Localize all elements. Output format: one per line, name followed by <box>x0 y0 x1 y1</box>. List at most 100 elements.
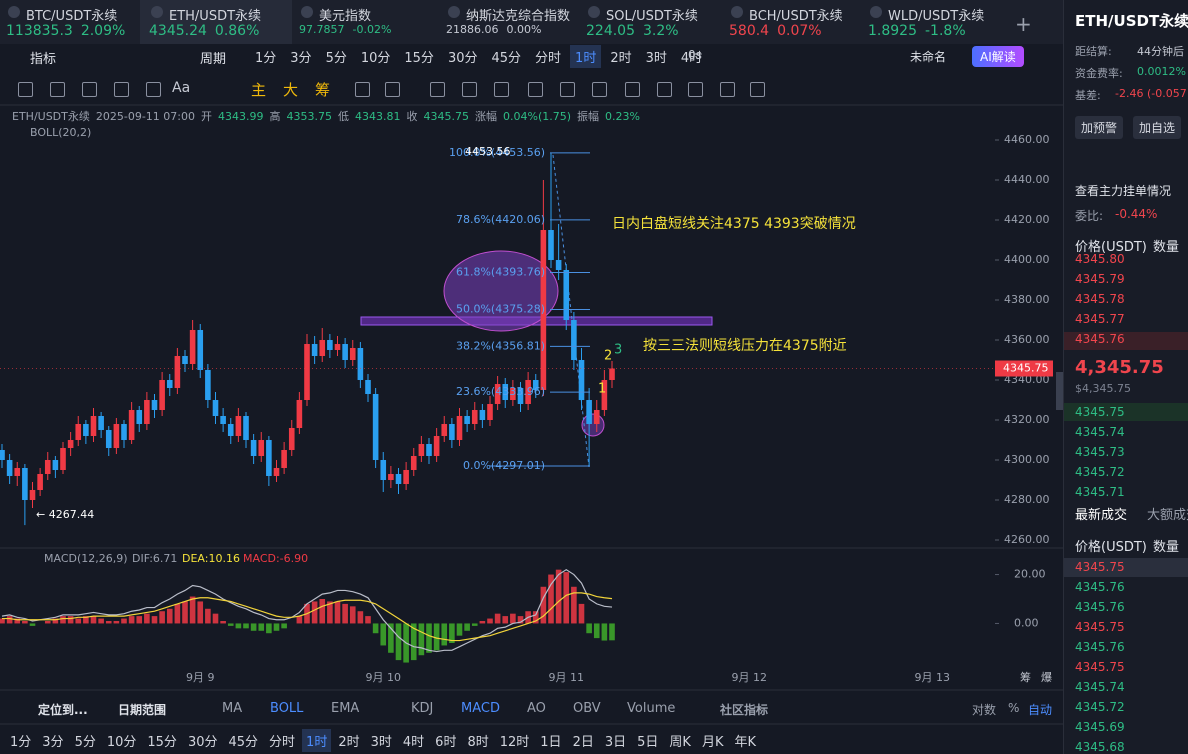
interval[interactable]: 15分 <box>404 51 434 66</box>
interval[interactable]: 3时 <box>370 735 392 750</box>
tool-icon[interactable] <box>462 82 477 97</box>
add-tab[interactable]: + <box>1015 12 1032 36</box>
indicator-tab[interactable]: MACD <box>461 701 500 716</box>
indicator-tab[interactable]: OBV <box>573 701 601 716</box>
interval[interactable]: 1分 <box>255 51 277 66</box>
candle-body <box>205 370 211 400</box>
interval-list: 1分 3分 5分 10分 15分 30分 45分 分时 1时 2时 3时 4时 <box>250 45 707 68</box>
layout-name[interactable]: 未命名 <box>910 50 947 64</box>
text-tool[interactable]: Aa <box>172 80 191 96</box>
tab-name[interactable]: 美元指数 <box>319 9 372 24</box>
interval[interactable]: 5分 <box>74 735 96 750</box>
interval[interactable]: 4时 <box>402 735 425 750</box>
book-title[interactable]: 查看主力挂单情况 <box>1075 184 1172 198</box>
interval[interactable]: 6时 <box>435 735 457 750</box>
scale-option[interactable]: 自动 <box>1028 703 1053 717</box>
tool-icon[interactable] <box>528 82 543 97</box>
interval[interactable]: 2日 <box>572 735 594 750</box>
macd-bar <box>319 599 326 624</box>
interval[interactable]: 3分 <box>290 51 312 66</box>
tab-name[interactable]: BCH/USDT永续 <box>749 9 843 24</box>
interval[interactable]: 年K <box>734 735 756 750</box>
interval[interactable]: 15分 <box>147 735 177 750</box>
interval[interactable]: 2时 <box>338 735 360 750</box>
indicator-tab[interactable]: MA <box>222 701 243 716</box>
locate-btn[interactable]: 定位到... <box>38 703 88 717</box>
interval[interactable]: 45分 <box>228 735 259 750</box>
indicator-tab[interactable]: BOLL <box>270 701 304 716</box>
interval[interactable]: 周K <box>669 735 691 750</box>
scale-option[interactable]: 对数 <box>972 703 997 717</box>
indicator-tab[interactable]: KDJ <box>411 701 434 716</box>
interval[interactable]: 10分 <box>360 51 391 66</box>
interval[interactable]: 分时 <box>535 51 562 66</box>
indicator-tab[interactable]: EMA <box>331 701 360 716</box>
trade-tab[interactable]: 大额成交 <box>1147 508 1188 523</box>
mark-tool[interactable]: 筹 <box>315 81 331 99</box>
tool-icon[interactable] <box>146 82 161 97</box>
interval[interactable]: 1时 <box>570 45 602 68</box>
scroll-handle[interactable] <box>1056 372 1063 410</box>
info-label: 距结算: <box>1075 45 1112 58</box>
tool-icon[interactable] <box>560 82 575 97</box>
tab-quote: 224.05 3.2% <box>586 23 679 39</box>
scale-option[interactable]: % <box>1008 701 1020 715</box>
tab-name[interactable]: SOL/USDT永续 <box>606 9 698 24</box>
tool-icon[interactable] <box>385 82 400 97</box>
interval[interactable]: 3日 <box>604 735 627 750</box>
interval[interactable]: 1时 <box>302 729 332 752</box>
macd-bar <box>212 613 219 624</box>
tab-icon <box>588 6 600 18</box>
trade-tab[interactable]: 最新成交 <box>1075 508 1128 523</box>
tool-icon[interactable] <box>355 82 370 97</box>
info-value: -2.46 (-0.057 <box>1115 87 1187 100</box>
interval[interactable]: 12时 <box>499 735 530 750</box>
tool-icon[interactable] <box>750 82 765 97</box>
tab-name[interactable]: 纳斯达克综合指数 <box>466 9 571 24</box>
indicator-btn[interactable]: 指标 <box>30 52 57 67</box>
tool-icon[interactable] <box>430 82 445 97</box>
indicator-tab[interactable]: AO <box>527 701 546 716</box>
tool-icon[interactable] <box>18 82 33 97</box>
interval[interactable]: 5分 <box>325 51 347 66</box>
community-btn[interactable]: 社区指标 <box>720 703 769 717</box>
interval[interactable]: 30分 <box>187 735 218 750</box>
tool-icon[interactable] <box>494 82 509 97</box>
tool-icon[interactable] <box>657 82 672 97</box>
interval[interactable]: 2时 <box>610 51 632 66</box>
interval[interactable]: 10分 <box>106 735 137 750</box>
y-tick-label: 4420.00 <box>1004 213 1050 226</box>
interval[interactable]: 4时 <box>680 51 703 66</box>
interval[interactable]: 分时 <box>269 735 296 750</box>
interval[interactable]: 1日 <box>540 735 562 750</box>
mark-tool[interactable]: 主 <box>251 81 267 99</box>
tool-icon[interactable] <box>720 82 735 97</box>
side-button[interactable]: 加自选 <box>1133 116 1182 139</box>
interval[interactable]: 月K <box>701 735 724 750</box>
tab-name[interactable]: WLD/USDT永续 <box>888 9 985 24</box>
macd-bar <box>296 616 303 624</box>
tool-icon[interactable] <box>625 82 640 97</box>
tool-icon[interactable] <box>82 82 97 97</box>
side-button[interactable]: 加预警 <box>1075 116 1124 139</box>
tool-icon[interactable] <box>592 82 607 97</box>
interval[interactable]: 3时 <box>645 51 667 66</box>
tool-icon[interactable] <box>688 82 703 97</box>
ai-btn[interactable]: AI解读 <box>972 46 1024 67</box>
indicator-tab[interactable]: Volume <box>627 701 676 716</box>
interval[interactable]: 3分 <box>42 735 64 750</box>
interval[interactable]: 1分 <box>10 735 32 750</box>
tool-icon[interactable] <box>50 82 65 97</box>
info-label: 资金费率: <box>1075 67 1123 80</box>
tool-icon[interactable] <box>114 82 129 97</box>
interval[interactable]: 8时 <box>467 735 489 750</box>
period-btn[interactable]: 周期 <box>200 52 227 67</box>
mark-tool[interactable]: 大 <box>283 81 299 99</box>
interval[interactable]: 45分 <box>491 51 522 66</box>
candle-body <box>44 460 51 474</box>
tab-name[interactable]: BTC/USDT永续 <box>26 9 118 24</box>
interval[interactable]: 5日 <box>637 735 659 750</box>
range-btn[interactable]: 日期范围 <box>118 703 167 717</box>
tab-name[interactable]: ETH/USDT永续 <box>169 9 262 24</box>
interval[interactable]: 30分 <box>447 51 478 66</box>
